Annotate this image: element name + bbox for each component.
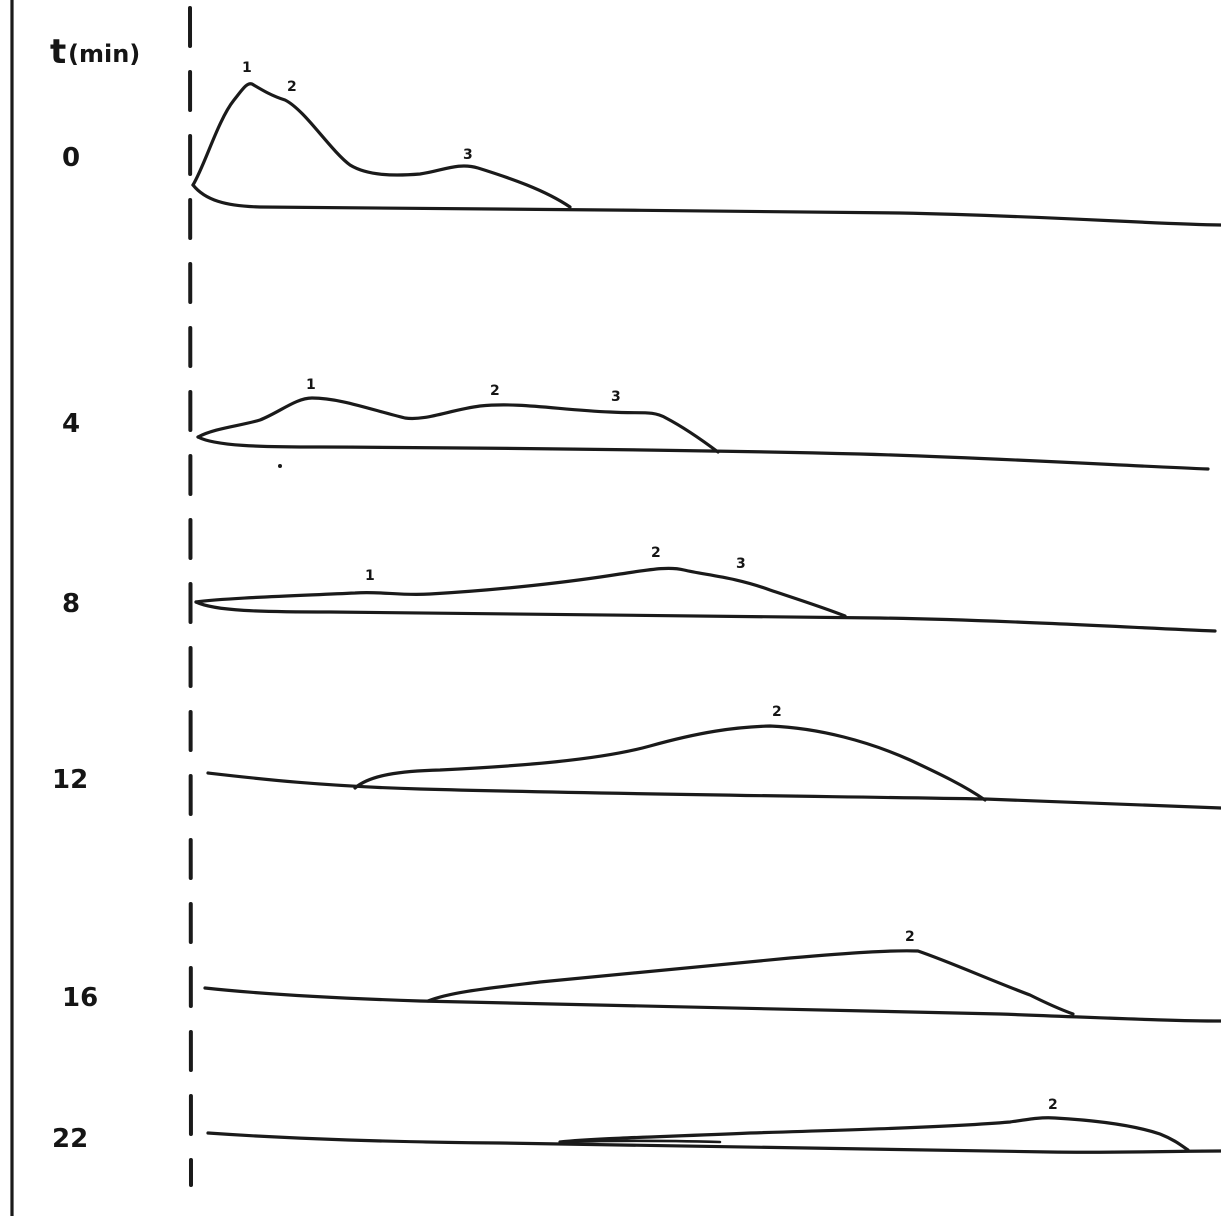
time-label-8: 8	[62, 589, 80, 619]
trace-t12: 12 2	[52, 704, 1221, 810]
baseline-0	[191, 183, 1221, 227]
peak-label-8-1: 1	[365, 568, 375, 584]
trace-curve-22	[558, 1116, 1190, 1152]
peak-label-4-2: 2	[490, 383, 500, 399]
baseline-16	[203, 986, 1221, 1023]
trace-t4: 4 1 2 3	[62, 377, 1210, 471]
ink-speck	[278, 464, 282, 468]
origin-dashed-line	[188, 6, 193, 1187]
baseline-22	[206, 1131, 1221, 1154]
axis-unit: (min)	[68, 40, 140, 68]
time-label-22: 22	[52, 1124, 88, 1154]
trace-curve-8	[194, 566, 847, 618]
peak-label-12-2: 2	[772, 704, 782, 720]
peak-label-8-2: 2	[651, 545, 661, 561]
trace-curve-16	[426, 949, 1075, 1016]
peak-label-0-2: 2	[287, 79, 297, 95]
baseline-4	[196, 435, 1210, 471]
trace-curve-12	[353, 724, 987, 802]
peak-label-22-2: 2	[1048, 1097, 1058, 1113]
baseline-22-overlap	[568, 1139, 722, 1144]
trace-t8: 8 1 2 3	[62, 545, 1217, 633]
trace-t22: 22 2	[52, 1097, 1221, 1154]
time-label-12: 12	[52, 765, 88, 795]
time-label-16: 16	[62, 983, 98, 1013]
baseline-12	[206, 771, 1221, 810]
axis-title: t	[50, 32, 66, 72]
peak-label-4-3: 3	[611, 389, 621, 405]
trace-t16: 16 2	[62, 929, 1221, 1023]
peak-label-0-1: 1	[242, 60, 252, 76]
trace-curve-0	[191, 82, 572, 209]
baseline-8	[194, 600, 1217, 633]
trace-curve-4	[196, 396, 720, 454]
time-label-0: 0	[62, 143, 80, 173]
peak-label-0-3: 3	[463, 147, 473, 163]
peak-label-4-1: 1	[306, 377, 316, 393]
peak-label-16-2: 2	[905, 929, 915, 945]
time-label-4: 4	[62, 409, 80, 439]
trace-t0: 0 1 2 3	[62, 60, 1221, 227]
peak-label-8-3: 3	[736, 556, 746, 572]
